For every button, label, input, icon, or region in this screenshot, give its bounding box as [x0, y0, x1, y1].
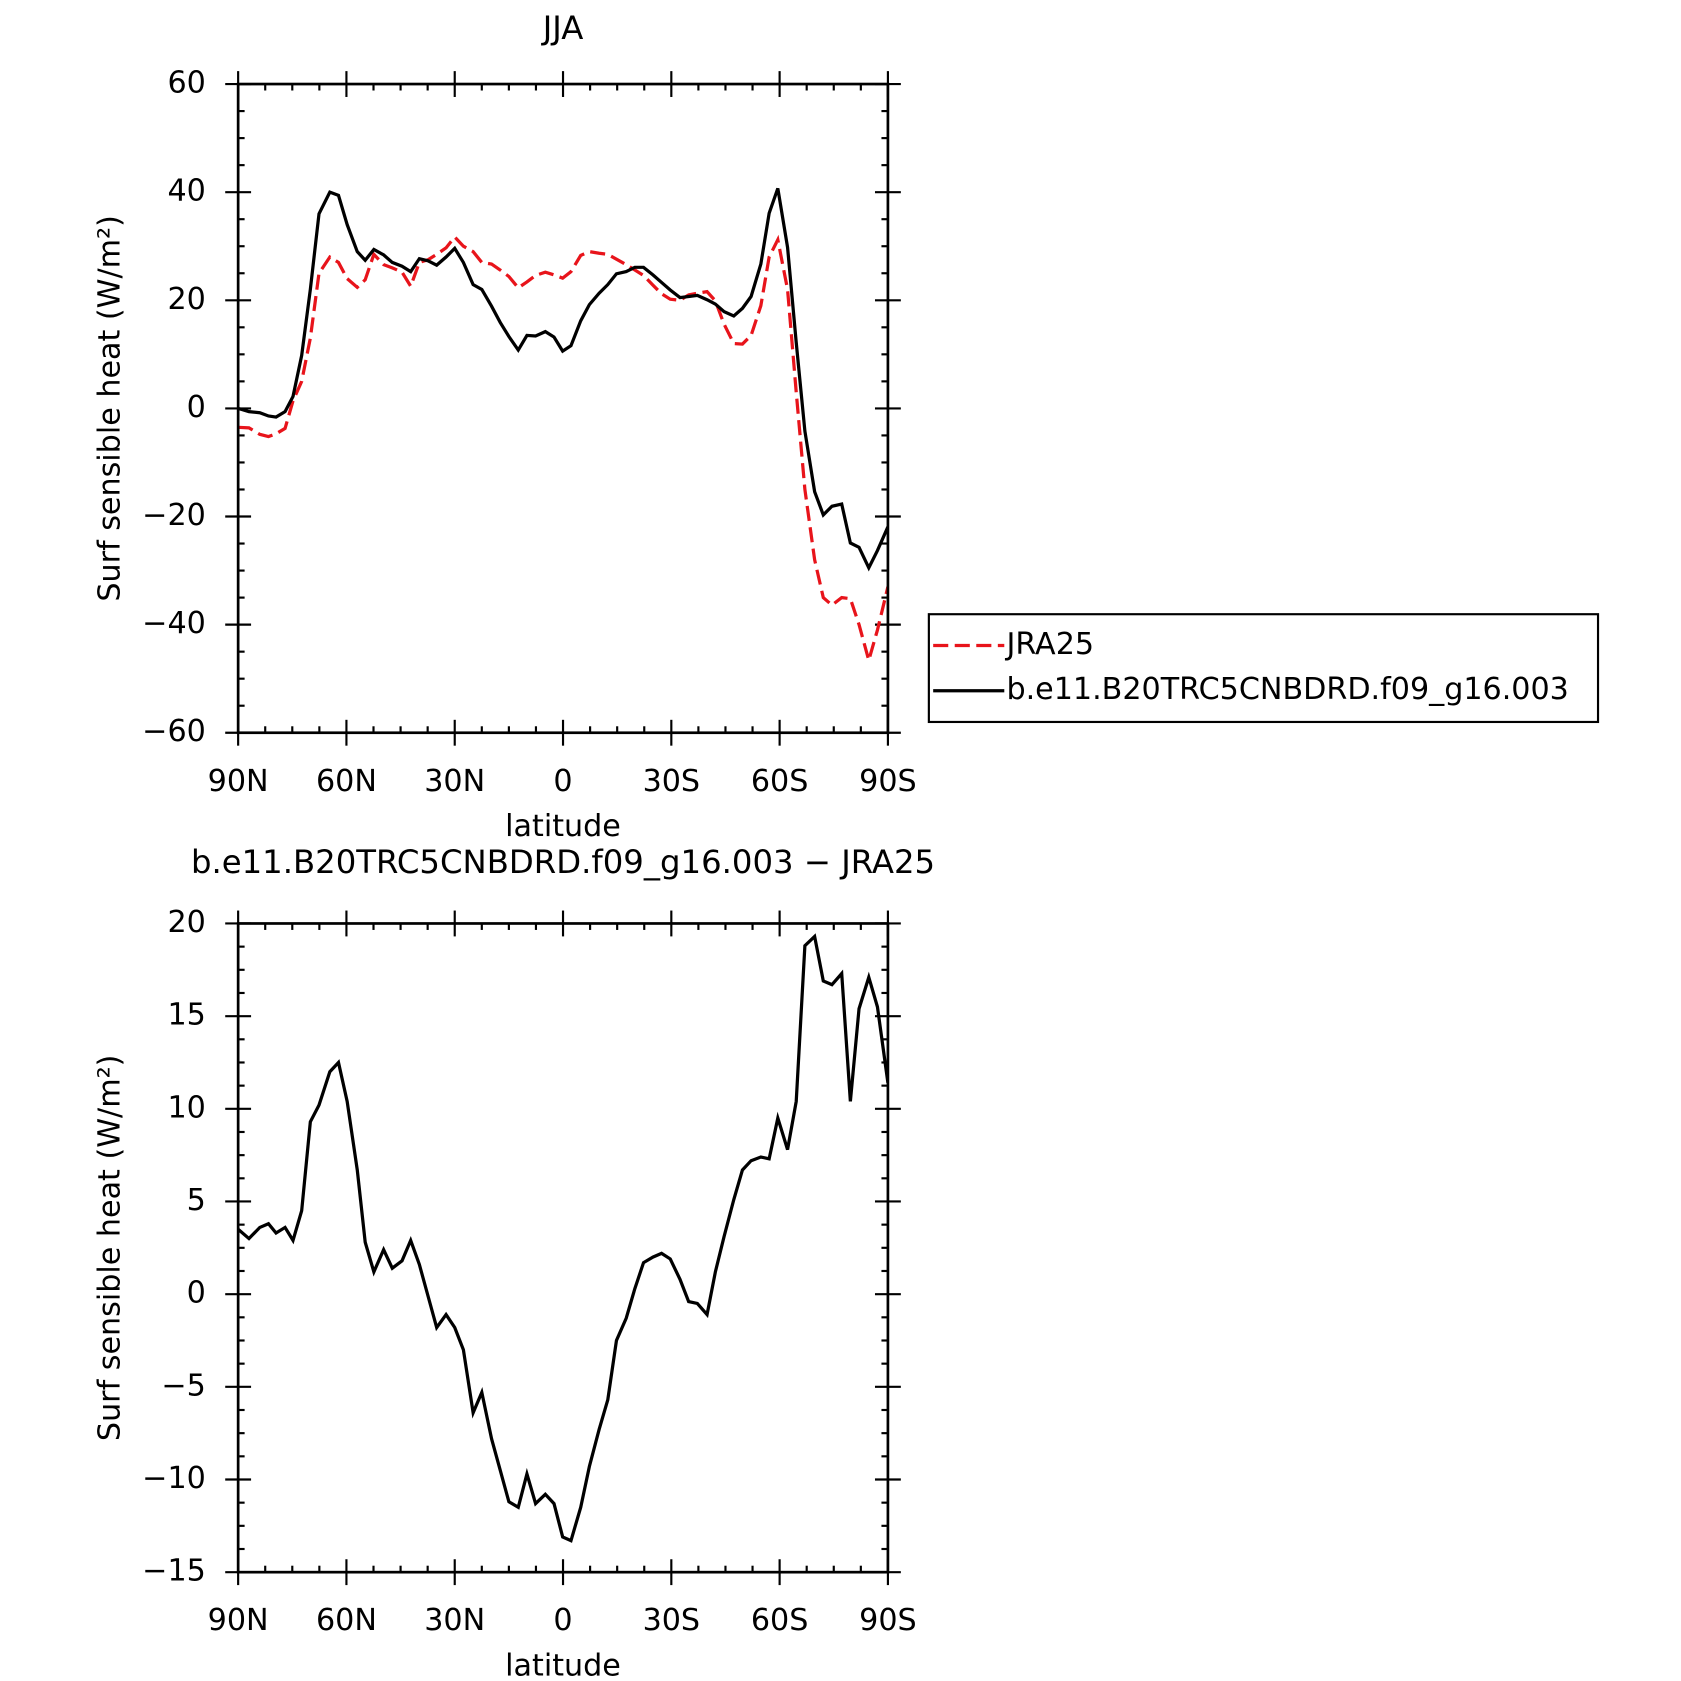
- y-tick-label: 20: [167, 905, 205, 940]
- y-tick-label: 0: [187, 1276, 206, 1311]
- y-tick-label: −60: [142, 714, 206, 749]
- plot-frame: [236, 922, 890, 1574]
- x-tick-label: 30N: [424, 1603, 485, 1638]
- legend-label: b.e11.B20TRC5CNBDRD.f09_g16.003: [1006, 672, 1568, 707]
- chart-title: b.e11.B20TRC5CNBDRD.f09_g16.003 − JRA25: [191, 843, 935, 881]
- x-tick-label: 60N: [316, 764, 377, 799]
- y-tick-label: 5: [187, 1183, 206, 1218]
- chart-title: JJA: [541, 9, 584, 47]
- y-axis-label: Surf sensible heat (W/m²): [92, 215, 127, 602]
- plot-frame: [236, 82, 890, 735]
- legend-box: [927, 613, 1600, 724]
- series-line: [238, 187, 888, 572]
- x-tick-label: 30N: [424, 764, 485, 799]
- y-tick-label: 15: [167, 998, 205, 1033]
- y-tick-label: −20: [142, 498, 206, 533]
- x-tick-label: 0: [553, 764, 572, 799]
- y-tick-label: 20: [167, 282, 205, 317]
- x-tick-label: 30S: [643, 1603, 701, 1638]
- x-axis-label: latitude: [505, 809, 621, 844]
- x-tick-label: 0: [553, 1603, 572, 1638]
- y-tick-label: 0: [187, 390, 206, 425]
- x-tick-label: 90N: [208, 764, 269, 799]
- x-tick-label: 90S: [859, 764, 917, 799]
- x-tick-label: 90N: [208, 1603, 269, 1638]
- series-line: [238, 933, 888, 1543]
- x-tick-label: 90S: [859, 1603, 917, 1638]
- y-tick-label: 40: [167, 174, 205, 209]
- y-tick-label: −10: [142, 1461, 206, 1496]
- x-tick-label: 30S: [643, 764, 701, 799]
- x-tick-label: 60N: [316, 1603, 377, 1638]
- series-line: [238, 234, 888, 667]
- y-axis-label: Surf sensible heat (W/m²): [92, 1055, 127, 1442]
- x-tick-label: 60S: [751, 1603, 809, 1638]
- y-tick-label: −40: [142, 606, 206, 641]
- y-tick-label: −5: [161, 1368, 205, 1403]
- y-tick-label: 60: [167, 66, 205, 101]
- x-tick-label: 60S: [751, 764, 809, 799]
- y-tick-label: −15: [142, 1554, 206, 1589]
- x-axis-label: latitude: [505, 1648, 621, 1681]
- legend-label: JRA25: [1004, 627, 1094, 662]
- y-tick-label: 10: [167, 1090, 205, 1125]
